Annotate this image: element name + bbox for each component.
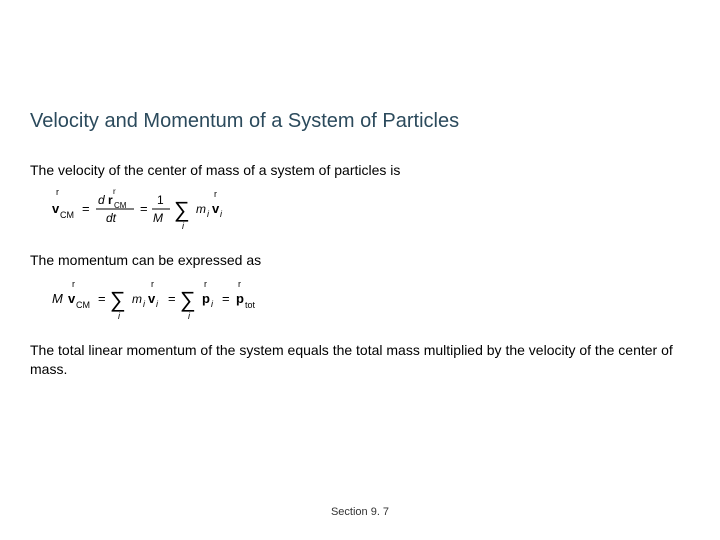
svg-text:dt: dt bbox=[106, 211, 117, 225]
svg-text:i: i bbox=[182, 221, 185, 231]
paragraph-2: The momentum can be expressed as bbox=[30, 251, 690, 269]
svg-text:r: r bbox=[204, 279, 207, 289]
svg-text:i: i bbox=[220, 209, 223, 219]
equation-2: M r v CM = ∑ i m i r v i = ∑ i r p i = r bbox=[52, 277, 690, 323]
svg-text:M: M bbox=[153, 211, 163, 225]
equation-1-svg: r v CM = r d r CM dt = 1 M ∑ i m i r v bbox=[52, 187, 262, 233]
footer-section-label: Section 9. 7 bbox=[0, 506, 720, 518]
svg-text:CM: CM bbox=[76, 300, 90, 310]
svg-text:i: i bbox=[188, 311, 191, 321]
svg-text:p: p bbox=[202, 291, 210, 306]
svg-text:1: 1 bbox=[157, 193, 164, 207]
equation-2-svg: M r v CM = ∑ i m i r v i = ∑ i r p i = r bbox=[52, 277, 322, 323]
paragraph-3: The total linear momentum of the system … bbox=[30, 341, 690, 377]
svg-text:r: r bbox=[151, 279, 154, 289]
svg-text:∑: ∑ bbox=[174, 197, 190, 222]
svg-text:CM: CM bbox=[60, 210, 74, 220]
svg-text:r: r bbox=[214, 189, 217, 199]
svg-text:v: v bbox=[68, 291, 76, 306]
svg-text:=: = bbox=[82, 201, 90, 216]
svg-text:i: i bbox=[207, 209, 210, 219]
svg-text:r: r bbox=[72, 279, 75, 289]
svg-text:p: p bbox=[236, 291, 244, 306]
svg-text:M: M bbox=[52, 291, 63, 306]
svg-text:i: i bbox=[211, 299, 214, 309]
svg-text:tot: tot bbox=[245, 300, 256, 310]
svg-text:∑: ∑ bbox=[180, 287, 196, 312]
svg-text:i: i bbox=[143, 299, 146, 309]
svg-text:=: = bbox=[222, 291, 230, 306]
svg-text:r: r bbox=[238, 279, 241, 289]
svg-text:=: = bbox=[140, 201, 148, 216]
svg-text:v: v bbox=[212, 201, 220, 216]
svg-text:r: r bbox=[113, 187, 116, 196]
svg-text:=: = bbox=[98, 291, 106, 306]
svg-text:r: r bbox=[108, 193, 113, 207]
svg-text:i: i bbox=[118, 311, 121, 321]
equation-1: r v CM = r d r CM dt = 1 M ∑ i m i r v bbox=[52, 187, 690, 233]
slide-container: Velocity and Momentum of a System of Par… bbox=[0, 0, 720, 540]
paragraph-1: The velocity of the center of mass of a … bbox=[30, 161, 690, 179]
svg-text:∑: ∑ bbox=[110, 287, 126, 312]
svg-text:d: d bbox=[98, 193, 105, 207]
slide-title: Velocity and Momentum of a System of Par… bbox=[30, 110, 690, 133]
svg-text:m: m bbox=[132, 292, 142, 306]
svg-text:r: r bbox=[56, 187, 59, 197]
svg-text:m: m bbox=[196, 202, 206, 216]
svg-text:=: = bbox=[168, 291, 176, 306]
svg-text:i: i bbox=[156, 299, 159, 309]
svg-text:v: v bbox=[52, 201, 60, 216]
svg-text:v: v bbox=[148, 291, 156, 306]
